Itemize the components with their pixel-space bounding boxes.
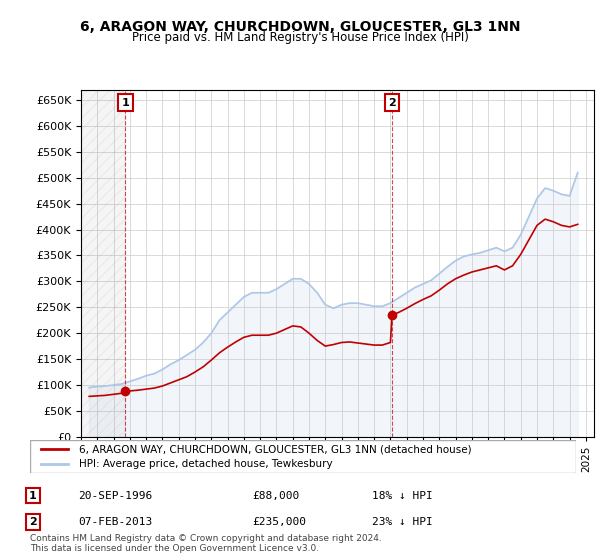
Text: 6, ARAGON WAY, CHURCHDOWN, GLOUCESTER, GL3 1NN: 6, ARAGON WAY, CHURCHDOWN, GLOUCESTER, G… — [80, 20, 520, 34]
Text: 07-FEB-2013: 07-FEB-2013 — [78, 517, 152, 527]
Text: HPI: Average price, detached house, Tewkesbury: HPI: Average price, detached house, Tewk… — [79, 459, 333, 469]
Text: 20-SEP-1996: 20-SEP-1996 — [78, 491, 152, 501]
Text: £88,000: £88,000 — [252, 491, 299, 501]
Text: Price paid vs. HM Land Registry's House Price Index (HPI): Price paid vs. HM Land Registry's House … — [131, 31, 469, 44]
Bar — [81, 90, 125, 437]
Text: 6, ARAGON WAY, CHURCHDOWN, GLOUCESTER, GL3 1NN (detached house): 6, ARAGON WAY, CHURCHDOWN, GLOUCESTER, G… — [79, 444, 472, 454]
Text: 1: 1 — [121, 98, 129, 108]
FancyBboxPatch shape — [30, 440, 576, 473]
Text: £235,000: £235,000 — [252, 517, 306, 527]
Text: 18% ↓ HPI: 18% ↓ HPI — [372, 491, 433, 501]
Text: 1: 1 — [29, 491, 37, 501]
Text: 2: 2 — [29, 517, 37, 527]
Text: 23% ↓ HPI: 23% ↓ HPI — [372, 517, 433, 527]
Text: Contains HM Land Registry data © Crown copyright and database right 2024.
This d: Contains HM Land Registry data © Crown c… — [30, 534, 382, 553]
Text: 2: 2 — [388, 98, 396, 108]
